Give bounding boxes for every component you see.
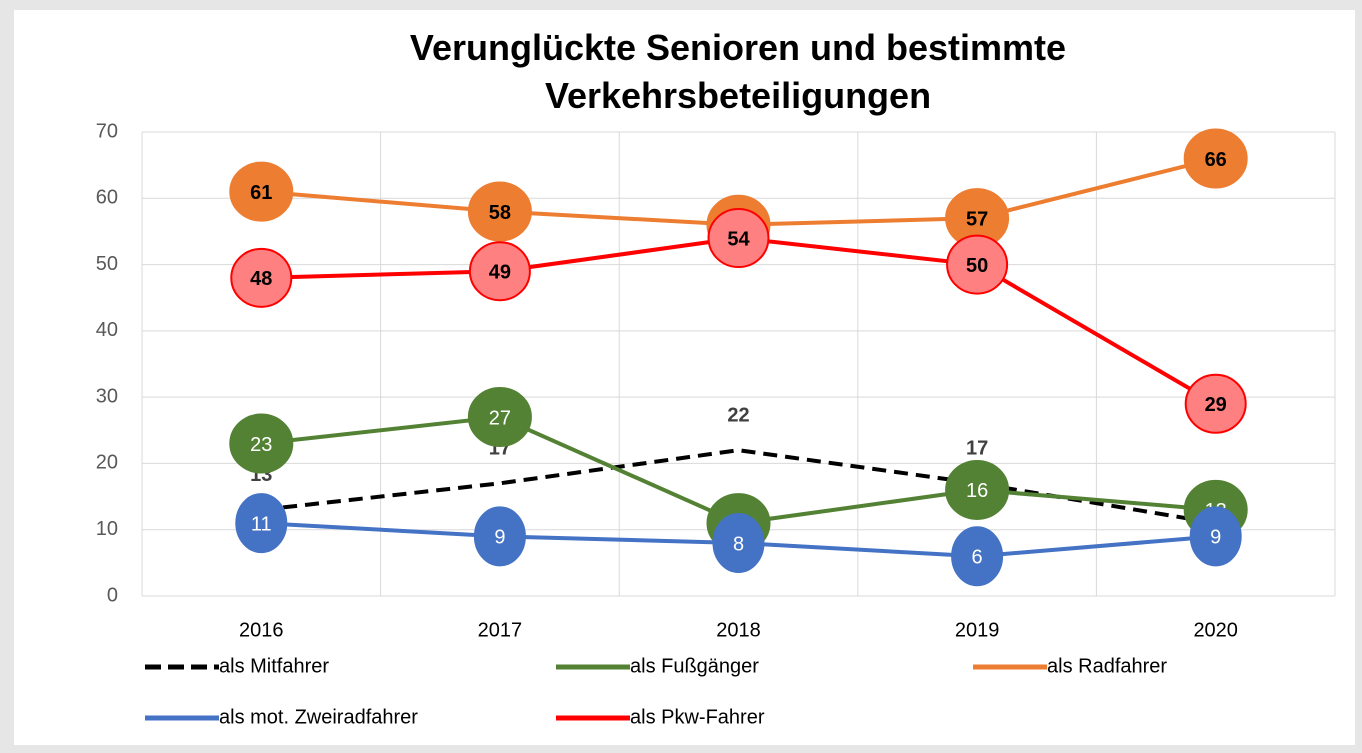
data-label: 61: [250, 182, 272, 204]
y-tick-label: 60: [96, 187, 118, 209]
data-label: 9: [494, 527, 505, 549]
marker: [945, 459, 1010, 520]
marker: [473, 506, 526, 567]
y-tick-label: 0: [107, 584, 118, 606]
marker: [1189, 506, 1242, 567]
x-tick-label: 2016: [239, 619, 284, 641]
data-label: 8: [733, 533, 744, 555]
marker: [951, 526, 1004, 587]
x-tick-label: 2018: [716, 619, 761, 641]
marker: [467, 181, 532, 242]
data-label: 22: [727, 404, 749, 426]
marker: [1184, 373, 1247, 434]
data-label: 6: [972, 547, 983, 569]
legend-label: als Pkw-Fahrer: [630, 706, 765, 728]
marker: [1183, 128, 1248, 189]
marker: [712, 512, 765, 573]
data-label: 11: [251, 513, 272, 535]
y-tick-label: 70: [96, 120, 118, 142]
marker: [946, 234, 1009, 295]
marker: [229, 413, 294, 474]
x-tick-label: 2017: [478, 619, 523, 641]
y-tick-label: 10: [96, 518, 118, 540]
x-tick-label: 2020: [1193, 619, 1238, 641]
legend-label: als mot. Zweiradfahrer: [219, 706, 418, 728]
data-label: 9: [1210, 527, 1221, 549]
marker: [235, 493, 288, 554]
data-label: 66: [1205, 149, 1227, 171]
data-label: 50: [966, 255, 988, 277]
marker: [229, 161, 294, 222]
marker: [467, 387, 532, 448]
marker: [230, 247, 293, 308]
y-tick-label: 40: [96, 319, 118, 341]
x-tick-label: 2019: [955, 619, 1000, 641]
data-label: 17: [966, 438, 988, 460]
chart-title: Verunglückte Senioren und bestimmte Verk…: [409, 27, 1067, 116]
data-label: 27: [489, 407, 511, 429]
data-label: 48: [250, 268, 272, 290]
data-label: 16: [966, 480, 988, 502]
data-label: 57: [966, 208, 988, 230]
data-label: 29: [1205, 394, 1227, 416]
y-tick-label: 30: [96, 385, 118, 407]
legend-label: als Fußgänger: [630, 655, 759, 677]
legend-label: als Mitfahrer: [219, 655, 329, 677]
marker: [707, 208, 770, 269]
data-label: 49: [489, 261, 511, 283]
legend-label: als Radfahrer: [1047, 655, 1167, 677]
marker: [468, 241, 531, 302]
y-tick-label: 20: [96, 452, 118, 474]
y-tick-label: 50: [96, 253, 118, 275]
data-label: 23: [250, 434, 272, 456]
data-label: 58: [489, 202, 511, 224]
data-label: 54: [727, 228, 750, 250]
